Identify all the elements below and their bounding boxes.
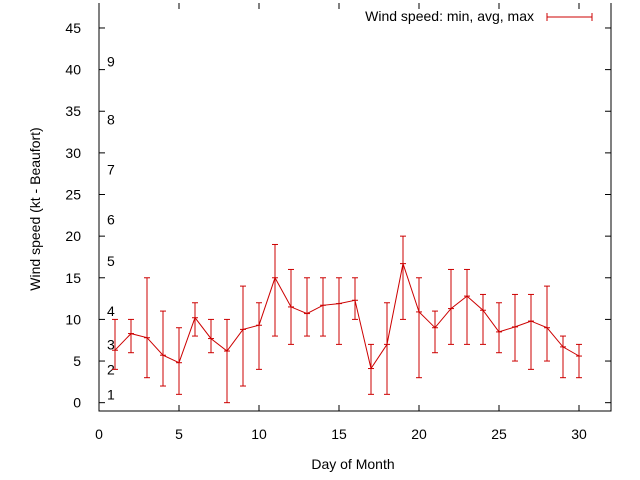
y-tick-label: 35 [65, 103, 81, 119]
plot-border [98, 3, 612, 412]
x-tick-label: 30 [571, 426, 587, 442]
x-axis-label: Day of Month [311, 456, 394, 472]
series-line [114, 261, 580, 370]
plot-axes [98, 3, 612, 412]
y-tick-label: 30 [65, 145, 81, 161]
beaufort-label: 4 [107, 303, 115, 319]
beaufort-label: 5 [107, 253, 115, 269]
y-tick-label: 40 [65, 62, 81, 78]
beaufort-label: 8 [107, 112, 115, 128]
x-tick-label: 25 [491, 426, 507, 442]
x-axis-ticks: 0 5 10 15 20 25 30 [95, 3, 587, 442]
y-tick-label: 10 [65, 311, 81, 327]
x-tick-label: 10 [251, 426, 267, 442]
beaufort-label: 1 [107, 386, 115, 402]
legend-label: Wind speed: min, avg, max [365, 8, 534, 24]
y-axis-label: Wind speed (kt - Beaufort) [27, 127, 43, 290]
y-tick-label: 45 [65, 20, 81, 36]
x-tick-label: 0 [95, 426, 103, 442]
error-bars [112, 235, 582, 404]
beaufort-label: 6 [107, 211, 115, 227]
y-tick-label: 15 [65, 270, 81, 286]
x-tick-label: 15 [331, 426, 347, 442]
x-tick-label: 5 [175, 426, 183, 442]
beaufort-label: 7 [107, 162, 115, 178]
y-tick-label: 5 [73, 353, 81, 369]
y-tick-label: 25 [65, 187, 81, 203]
y-tick-label: 20 [65, 228, 81, 244]
data-points [112, 263, 582, 370]
beaufort-label: 9 [107, 53, 115, 69]
beaufort-scale-labels: 1 2 3 4 5 6 7 8 9 [107, 53, 115, 402]
y-tick-label: 0 [73, 395, 81, 411]
legend: Wind speed: min, avg, max [365, 8, 593, 24]
beaufort-label: 3 [107, 336, 115, 352]
beaufort-label: 2 [107, 361, 115, 377]
x-tick-label: 20 [411, 426, 427, 442]
